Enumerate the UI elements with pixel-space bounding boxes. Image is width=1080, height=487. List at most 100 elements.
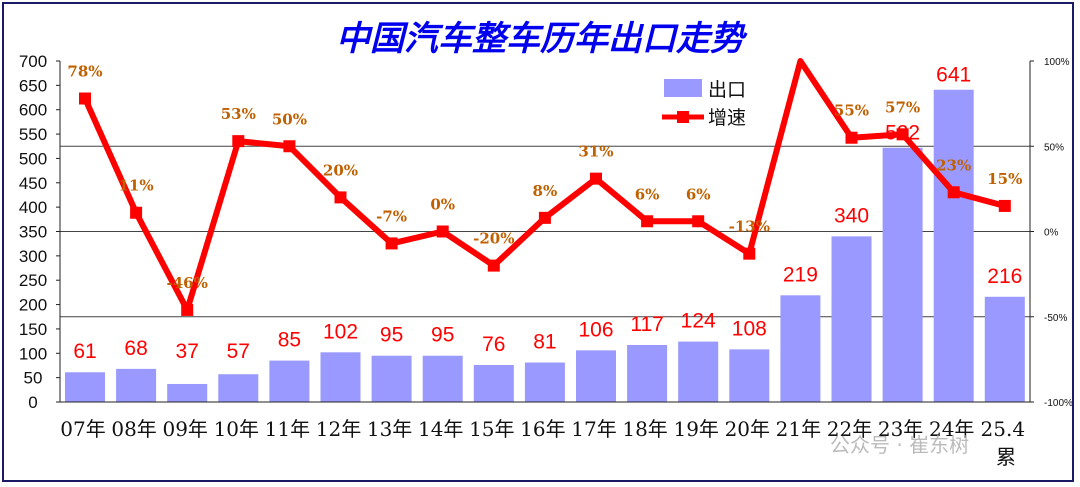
growth-value-label: 8% — [533, 182, 558, 200]
bar-value-label: 68 — [124, 337, 147, 360]
growth-point-11年 — [283, 140, 296, 153]
category-label: 07年 — [60, 417, 105, 441]
left-tick-label: 450 — [19, 174, 47, 193]
growth-point-15年 — [487, 259, 500, 272]
growth-value-label: -20% — [473, 230, 514, 248]
category-label: 19年 — [673, 417, 718, 441]
category-label: 11年 — [265, 417, 310, 441]
bar-20年 — [729, 349, 770, 402]
watermark-text: 公众号 · 崔东树 — [830, 433, 969, 457]
bar-value-label: 95 — [431, 324, 454, 347]
bar-16年 — [524, 362, 565, 402]
left-tick-label: 700 — [19, 52, 47, 71]
growth-point-18年 — [641, 215, 654, 228]
bar-19年 — [678, 341, 719, 402]
growth-value-label: 78% — [67, 63, 102, 81]
left-tick-label: 350 — [19, 223, 47, 242]
left-tick-label: 0 — [28, 393, 37, 412]
growth-value-label: 23% — [936, 156, 971, 174]
growth-point-07年 — [79, 92, 91, 105]
bar-value-label: 216 — [987, 265, 1022, 288]
right-tick-label: 0% — [1044, 228, 1059, 239]
growth-value-label: 53% — [221, 105, 256, 123]
growth-value-label: -46% — [167, 274, 208, 292]
right-tick-label: 100% — [1044, 57, 1070, 68]
bar-23年 — [882, 147, 923, 402]
bar-value-label: 124 — [681, 310, 716, 333]
growth-value-label: 15% — [987, 170, 1022, 188]
growth-value-label: 6% — [635, 185, 660, 203]
category-label: 23年 — [878, 417, 923, 441]
bar-value-label: 219 — [783, 263, 818, 286]
bar-17年 — [576, 350, 616, 402]
bar-value-label: 106 — [578, 318, 613, 341]
growth-value-label: 55% — [834, 102, 869, 120]
legend-label-growth: 增速 — [708, 107, 746, 129]
chart-legend: 出口 增速 — [662, 79, 746, 129]
bar-13年 — [371, 355, 412, 402]
bar-14年 — [422, 355, 463, 402]
axes: 0 50 100 150 200 250 300 350 400 450 500 550 600 650 7… — [19, 52, 1073, 441]
bar-22年 — [831, 236, 872, 402]
growth-point-20年 — [743, 247, 756, 260]
category-label: 24年 — [929, 417, 974, 441]
growth-point-10年 — [232, 135, 245, 148]
category-label: 10年 — [214, 417, 259, 441]
growth-value-label: -13% — [729, 218, 770, 236]
bar-value-label: 81 — [533, 331, 556, 354]
growth-point-25.4 — [998, 199, 1011, 212]
growth-line — [79, 58, 1011, 316]
category-label: 08年 — [111, 417, 156, 441]
growth-point-23年 — [896, 128, 909, 141]
growth-point-09年 — [181, 303, 194, 316]
category-label: 16年 — [520, 417, 565, 441]
growth-value-label: 31% — [578, 143, 613, 161]
category-label: 21年 — [776, 417, 821, 441]
bar-value-label: 522 — [885, 122, 920, 145]
bar-18年 — [627, 345, 668, 402]
growth-value-label: 20% — [323, 161, 358, 179]
category-label: 12年 — [316, 417, 361, 441]
bar-07年 — [65, 372, 105, 402]
left-tick-label: 100 — [19, 344, 47, 363]
bar-value-label: 340 — [834, 204, 869, 227]
category-label: 17年 — [571, 417, 616, 441]
category-label: 18年 — [622, 417, 667, 441]
growth-value-label: 0% — [430, 196, 455, 214]
chart-title: 中国汽车整车历年出口走势 — [336, 19, 748, 59]
left-tick-label: 500 — [19, 149, 47, 168]
growth-point-14年 — [436, 225, 449, 238]
growth-point-22年 — [845, 131, 858, 144]
category-label: 22年 — [827, 417, 872, 441]
bar-value-label: 85 — [278, 329, 301, 352]
bar-value-label: 102 — [323, 320, 358, 343]
left-tick-label: 200 — [19, 296, 47, 315]
category-label: 15年 — [469, 417, 514, 441]
growth-point-12年 — [334, 191, 347, 204]
growth-point-24年 — [947, 186, 960, 199]
left-tick-label: 650 — [19, 76, 47, 95]
bar-value-label: 57 — [227, 340, 250, 363]
growth-value-label: 6% — [686, 185, 711, 203]
bar-10年 — [218, 374, 259, 402]
bar-24年 — [933, 89, 974, 403]
bar-25.4 — [984, 296, 1025, 402]
left-tick-label: 600 — [19, 101, 47, 120]
bar-21年 — [780, 295, 821, 402]
growth-point-08年 — [130, 206, 143, 219]
growth-value-label: 50% — [272, 110, 307, 128]
bar-09年 — [167, 383, 208, 402]
bar-value-label: 61 — [73, 340, 96, 363]
legend-swatch-growth-marker — [677, 111, 689, 123]
bar-12年 — [320, 352, 361, 402]
bar-15年 — [473, 364, 514, 402]
left-tick-label: 150 — [19, 320, 47, 339]
left-tick-label: 550 — [19, 125, 47, 144]
right-tick-label: -50% — [1044, 313, 1067, 324]
growth-point-16年 — [538, 211, 551, 224]
export-bars — [65, 89, 1025, 403]
bar-value-label: 76 — [482, 333, 505, 356]
growth-value-label: -7% — [376, 207, 407, 225]
